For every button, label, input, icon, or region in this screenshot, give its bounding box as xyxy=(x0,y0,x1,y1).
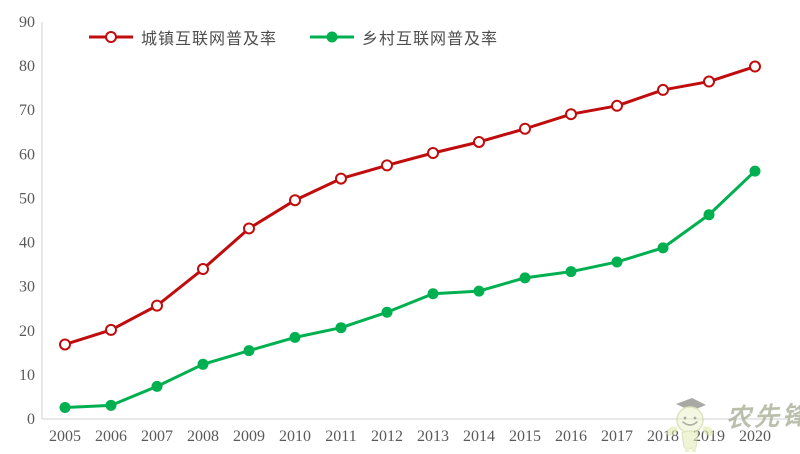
y-axis-tick-label: 30 xyxy=(19,279,35,296)
x-axis-tick-label: 2013 xyxy=(417,428,449,445)
x-axis-tick-label: 2008 xyxy=(187,428,219,445)
legend-item-rural: 乡村互联网普及率 xyxy=(309,25,498,49)
x-axis-tick-label: 2020 xyxy=(739,428,771,445)
x-axis-tick-label: 2006 xyxy=(95,428,127,445)
x-axis-tick-label: 2014 xyxy=(463,428,495,445)
y-axis-tick-label: 90 xyxy=(19,14,35,31)
x-axis-tick-label: 2017 xyxy=(601,428,633,445)
y-axis-tick-label: 60 xyxy=(19,146,35,163)
y-axis-tick-label: 10 xyxy=(19,367,35,384)
legend-item-urban: 城镇互联网普及率 xyxy=(88,25,277,49)
y-axis-tick-label: 20 xyxy=(19,323,35,340)
x-axis-tick-label: 2005 xyxy=(49,428,81,445)
urban-series-marker-icon xyxy=(89,31,133,43)
x-axis-tick-label: 2018 xyxy=(647,428,679,445)
rural-series-marker-icon xyxy=(310,31,355,43)
y-axis-tick-label: 0 xyxy=(27,411,35,428)
y-axis-tick-label: 40 xyxy=(19,235,35,252)
legend-label-urban: 城镇互联网普及率 xyxy=(141,31,278,48)
x-axis-tick-label: 2010 xyxy=(279,428,311,445)
x-axis-tick-label: 2015 xyxy=(509,428,541,445)
x-axis-tick-label: 2012 xyxy=(371,428,403,445)
x-axis-tick-label: 2007 xyxy=(141,428,173,445)
x-axis-tick-label: 2011 xyxy=(325,428,356,445)
y-axis-tick-label: 70 xyxy=(19,102,35,119)
y-axis-tick-label: 80 xyxy=(19,58,35,75)
chart-legend: 城镇互联网普及率 乡村互联网普及率 xyxy=(88,25,498,49)
x-axis-tick-label: 2016 xyxy=(555,428,587,445)
x-axis-tick-label: 2019 xyxy=(693,428,725,445)
y-axis-tick-label: 50 xyxy=(19,190,35,207)
x-axis-tick-label: 2009 xyxy=(233,428,265,445)
legend-label-rural: 乡村互联网普及率 xyxy=(362,31,499,48)
